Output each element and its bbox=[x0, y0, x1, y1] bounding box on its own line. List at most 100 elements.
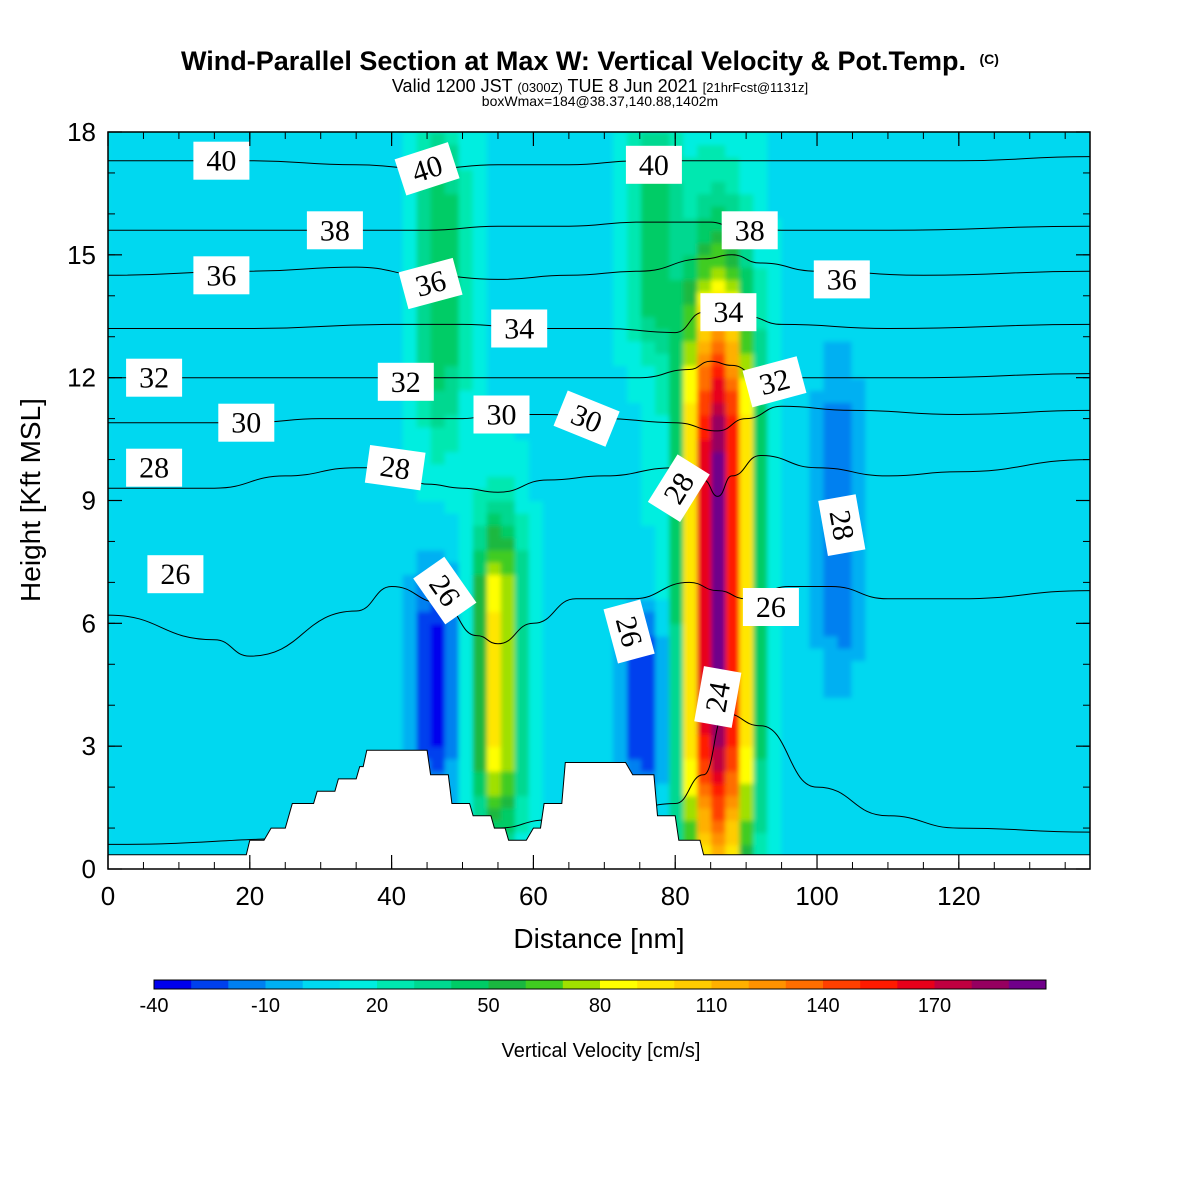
colorbar-swatch bbox=[302, 980, 341, 989]
chart-title: Wind-Parallel Section at Max W: Vertical… bbox=[181, 46, 999, 76]
contour-label-32: 32 bbox=[126, 358, 183, 397]
y-tick-label: 3 bbox=[82, 731, 96, 761]
y-tick-label: 9 bbox=[82, 486, 96, 516]
valid-date: TUE 8 Jun 2021 bbox=[568, 76, 698, 96]
svg-text:40: 40 bbox=[639, 149, 669, 182]
colorbar-label: Vertical Velocity [cm/s] bbox=[502, 1040, 701, 1062]
svg-text:30: 30 bbox=[231, 407, 261, 440]
colorbar-swatch bbox=[711, 980, 750, 989]
y-tick-label: 0 bbox=[82, 854, 96, 884]
contour-label-28: 28 bbox=[818, 494, 866, 556]
x-tick-label: 20 bbox=[235, 881, 264, 911]
colorbar-swatch bbox=[154, 980, 192, 989]
contour-label-32: 32 bbox=[742, 356, 807, 408]
colorbar-swatch bbox=[860, 980, 898, 989]
contour-label-26: 26 bbox=[742, 588, 799, 626]
svg-text:28: 28 bbox=[139, 452, 169, 485]
contour-label-26: 26 bbox=[603, 599, 655, 664]
svg-text:36: 36 bbox=[206, 259, 236, 292]
contour-label-36: 36 bbox=[813, 260, 870, 299]
svg-text:38: 38 bbox=[735, 214, 765, 247]
colorbar-tick-label: 110 bbox=[696, 995, 728, 1017]
colorbar-swatch bbox=[748, 980, 787, 989]
contour-label-38: 38 bbox=[721, 211, 778, 250]
vertical-velocity-shading bbox=[108, 132, 1090, 869]
svg-text:28: 28 bbox=[378, 450, 412, 487]
contour-label-34: 34 bbox=[491, 309, 548, 348]
svg-text:34: 34 bbox=[713, 296, 743, 329]
x-tick-label: 60 bbox=[519, 881, 548, 911]
colorbar-tick-label: 170 bbox=[918, 995, 951, 1017]
y-tick-label: 6 bbox=[82, 608, 96, 638]
colorbar: -40 -10 20 50 80 110 140 170 bbox=[140, 979, 1047, 1017]
x-axis: 0 20 40 60 80 100 120 bbox=[101, 132, 1066, 911]
valid-time-label: Valid 1200 JST bbox=[392, 76, 513, 96]
colorbar-swatch bbox=[562, 980, 601, 989]
svg-text:32: 32 bbox=[139, 362, 169, 395]
chart-subtitle: Valid 1200 JST (0300Z) TUE 8 Jun 2021 [2… bbox=[392, 76, 808, 96]
contour-label-32: 32 bbox=[377, 362, 434, 401]
colorbar-tick-label: 20 bbox=[366, 995, 388, 1017]
colorbar-swatch bbox=[228, 980, 266, 989]
forecast-info: [21hrFcst@1131z] bbox=[703, 80, 808, 95]
colorbar-tick-label: 80 bbox=[589, 995, 611, 1017]
colorbar-swatch bbox=[897, 980, 935, 989]
contour-label-28: 28 bbox=[364, 444, 426, 491]
colorbar-swatch bbox=[1008, 980, 1047, 989]
contour-label-38: 38 bbox=[306, 211, 363, 250]
x-tick-label: 120 bbox=[937, 881, 980, 911]
chart-title-main: Wind-Parallel Section at Max W: Vertical… bbox=[181, 46, 966, 76]
isentrope-32 bbox=[108, 360, 1090, 379]
svg-text:28: 28 bbox=[822, 508, 860, 543]
contour-label-36: 36 bbox=[193, 256, 250, 295]
colorbar-swatch bbox=[488, 980, 527, 989]
colorbar-tick-label: -10 bbox=[251, 995, 280, 1017]
contour-label-34: 34 bbox=[700, 293, 757, 332]
y-tick-label: 15 bbox=[67, 240, 96, 270]
contour-label-30: 30 bbox=[218, 403, 275, 442]
contour-label-40: 40 bbox=[193, 141, 250, 180]
svg-text:30: 30 bbox=[487, 399, 517, 432]
isentrope-40 bbox=[108, 156, 1090, 170]
svg-text:26: 26 bbox=[160, 558, 190, 591]
contour-label-30: 30 bbox=[553, 390, 620, 447]
colorbar-swatch bbox=[637, 980, 675, 989]
contour-label-24: 24 bbox=[694, 666, 742, 728]
colorbar-swatch bbox=[414, 980, 452, 989]
contour-label-40: 40 bbox=[394, 142, 460, 196]
terrain-profile bbox=[108, 749, 1090, 869]
contour-label-30: 30 bbox=[473, 395, 530, 434]
svg-text:38: 38 bbox=[320, 214, 350, 247]
x-tick-label: 0 bbox=[101, 881, 115, 911]
valid-time-utc: (0300Z) bbox=[517, 80, 563, 95]
colorbar-tick-label: 140 bbox=[806, 995, 839, 1017]
colorbar-swatch bbox=[600, 980, 638, 989]
colorbar-tick-label: 50 bbox=[477, 995, 499, 1017]
x-tick-label: 100 bbox=[795, 881, 838, 911]
contour-label-40: 40 bbox=[625, 145, 682, 184]
svg-text:32: 32 bbox=[391, 366, 421, 399]
colorbar-swatch bbox=[525, 980, 564, 989]
colorbar-swatch bbox=[785, 980, 824, 989]
isentrope-34 bbox=[108, 303, 1090, 334]
colorbar-swatch bbox=[934, 980, 973, 989]
colorbar-swatch bbox=[377, 980, 415, 989]
y-axis-label: Height [Kft MSL] bbox=[15, 398, 46, 602]
colorbar-swatch bbox=[191, 980, 229, 989]
y-tick-label: 18 bbox=[67, 117, 96, 147]
colorbar-swatch bbox=[971, 980, 1010, 989]
svg-text:24: 24 bbox=[699, 679, 737, 714]
x-tick-label: 40 bbox=[377, 881, 406, 911]
colorbar-swatch bbox=[265, 980, 304, 989]
svg-text:34: 34 bbox=[504, 313, 534, 346]
colorbar-tick-label: -40 bbox=[140, 995, 169, 1017]
contour-label-28: 28 bbox=[126, 448, 183, 487]
isentrope-28 bbox=[108, 454, 1090, 497]
colorbar-swatch bbox=[339, 980, 378, 989]
colorbar-swatch bbox=[823, 980, 861, 989]
svg-text:40: 40 bbox=[206, 145, 236, 178]
chart-title-copyright: (C) bbox=[980, 51, 999, 67]
